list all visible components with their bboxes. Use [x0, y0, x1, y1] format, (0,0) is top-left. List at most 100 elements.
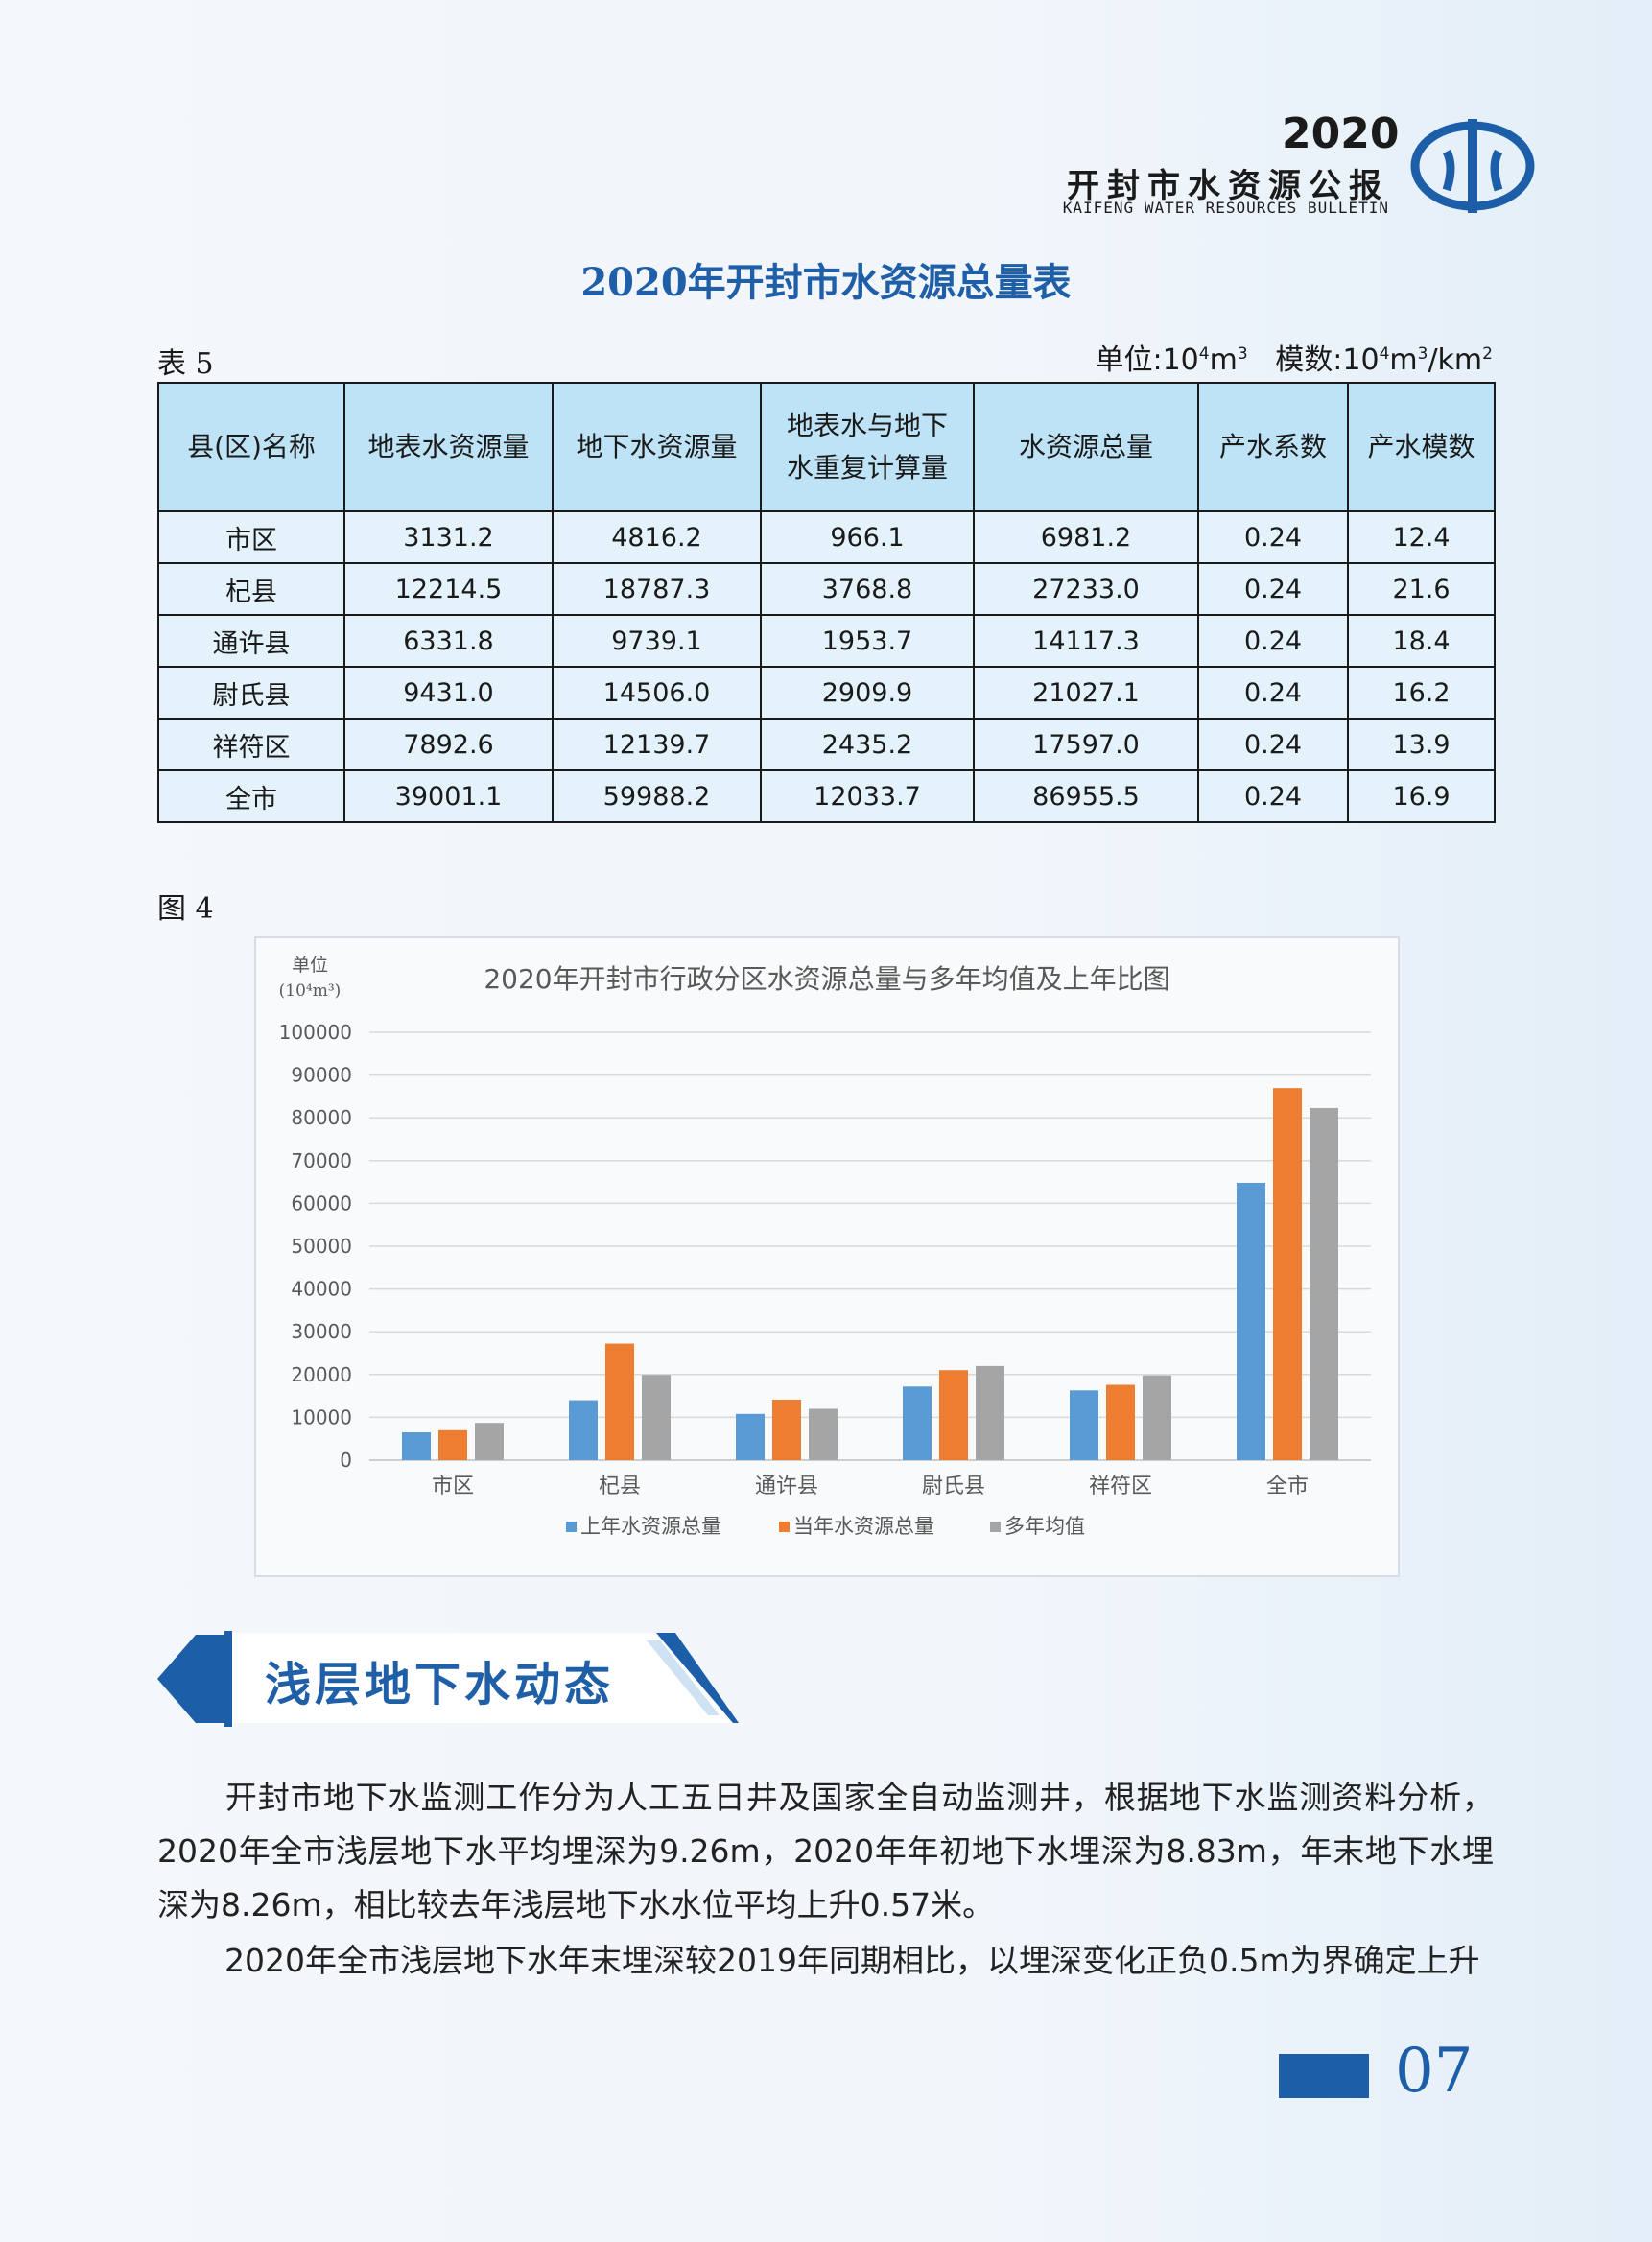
region-name-cell: 祥符区	[157, 718, 345, 771]
region-name-cell: 全市	[157, 769, 345, 823]
table-cell: 12214.5	[343, 562, 554, 616]
table-cell: 0.24	[1197, 614, 1349, 668]
water-resources-table: 县(区)名称 地表水资源量 地下水资源量 地表水与地下 水重复计算量 水资源总量 …	[157, 382, 1496, 823]
bar-2	[605, 1343, 634, 1460]
legend-label: 多年均值	[1004, 1515, 1085, 1538]
table-cell: 18787.3	[552, 562, 762, 616]
table-cell: 16.9	[1347, 769, 1496, 823]
x-tick-label: 全市	[1266, 1475, 1309, 1499]
bar-2	[939, 1370, 968, 1460]
table-header-cell: 地下水资源量	[552, 382, 762, 512]
table-cell: 14117.3	[973, 614, 1199, 668]
chart-title: 2020年开封市行政分区水资源总量与多年均值及上年比图	[484, 963, 1169, 995]
page-number: 07	[1395, 2036, 1474, 2107]
table-cell: 4816.2	[552, 510, 762, 564]
table-label: 表 5	[157, 347, 214, 381]
bar-1	[1237, 1182, 1265, 1460]
y-tick-label: 0	[340, 1449, 352, 1472]
bar-2	[772, 1400, 801, 1460]
table-header-cell: 产水模数	[1347, 382, 1496, 512]
bar-1	[903, 1386, 932, 1460]
y-tick-label: 70000	[291, 1149, 352, 1172]
bar-3	[1310, 1107, 1338, 1460]
y-tick-label: 60000	[291, 1192, 352, 1215]
x-tick-label: 杞县	[599, 1475, 641, 1499]
y-tick-label: 30000	[291, 1320, 352, 1343]
legend-swatch	[990, 1522, 1001, 1532]
table-cell: 0.24	[1197, 666, 1349, 720]
legend-swatch	[779, 1522, 790, 1532]
table-cell: 12.4	[1347, 510, 1496, 564]
table-cell: 7892.6	[343, 718, 554, 771]
x-tick-label: 通许县	[755, 1475, 818, 1499]
table-row: 全市 39001.1 59988.2 12033.7 86955.5 0.24 16.9	[157, 769, 1496, 823]
y-tick-label: 20000	[291, 1363, 352, 1386]
section-banner	[157, 1631, 739, 1727]
table-header-cell: 水资源总量	[973, 382, 1199, 512]
table-cell: 12139.7	[552, 718, 762, 771]
y-tick-label: 50000	[291, 1235, 352, 1258]
water-bureau-logo-icon	[1410, 119, 1535, 213]
legend-swatch	[566, 1522, 577, 1532]
table-units: 单位:104m3 模数:104m3/km2	[1095, 343, 1493, 377]
region-name-cell: 通许县	[157, 614, 345, 668]
table-cell: 3131.2	[343, 510, 554, 564]
bulletin-english-subtitle: KAIFENG WATER RESOURCES BULLETIN	[1062, 199, 1389, 217]
table-cell: 966.1	[760, 510, 975, 564]
region-name-cell: 杞县	[157, 562, 345, 616]
y-axis-unit: (10⁴m³)	[279, 981, 342, 1001]
table-cell: 14506.0	[552, 666, 762, 720]
table-header-cell: 县(区)名称	[157, 382, 345, 512]
bar-2	[1106, 1384, 1135, 1460]
table-cell: 21027.1	[973, 666, 1199, 720]
x-tick-label: 市区	[432, 1475, 474, 1499]
table-cell: 86955.5	[973, 769, 1199, 823]
bulletin-title: 开封市水资源公报	[1067, 167, 1389, 205]
region-name-cell: 尉氏县	[157, 666, 345, 720]
x-tick-label: 祥符区	[1089, 1475, 1152, 1499]
table-cell: 27233.0	[973, 562, 1199, 616]
chart-canvas: 2020年开封市行政分区水资源总量与多年均值及上年比图 单位 (10⁴m³) 0 100…	[279, 955, 1371, 1538]
table-cell: 0.24	[1197, 769, 1349, 823]
bar-3	[809, 1408, 838, 1460]
y-tick-label: 80000	[291, 1106, 352, 1129]
table-row: 通许县 6331.8 9739.1 1953.7 14117.3 0.24 18.4	[157, 614, 1496, 668]
table-cell: 6331.8	[343, 614, 554, 668]
body-paragraph: 2020年全市浅层地下水年末埋深较2019年同期相比，以埋深变化正负0.5m为界…	[224, 1942, 1480, 1979]
table-row: 杞县 12214.5 18787.3 3768.8 27233.0 0.24 21.6	[157, 562, 1496, 616]
y-tick-label: 90000	[291, 1064, 352, 1087]
table-cell: 9431.0	[343, 666, 554, 720]
y-tick-label: 100000	[279, 1021, 352, 1044]
legend-label: 当年水资源总量	[793, 1515, 934, 1538]
table-row: 祥符区 7892.6 12139.7 2435.2 17597.0 0.24 13.9	[157, 718, 1496, 771]
legend-label: 上年水资源总量	[580, 1515, 721, 1538]
bar-2	[438, 1429, 467, 1460]
table-cell: 2909.9	[760, 666, 975, 720]
table-cell: 0.24	[1197, 562, 1349, 616]
table-header-cell: 地表水与地下 水重复计算量	[760, 382, 975, 512]
x-tick-label: 尉氏县	[922, 1475, 985, 1499]
bar-chart: 2020年开封市行政分区水资源总量与多年均值及上年比图 单位 (10⁴m³) 0 100…	[254, 936, 1400, 1577]
table-cell: 3768.8	[760, 562, 975, 616]
section-title: 浅层地下水动态	[265, 1658, 615, 1711]
table-cell: 1953.7	[760, 614, 975, 668]
table-cell: 16.2	[1347, 666, 1496, 720]
body-paragraph: 开封市地下水监测工作分为人工五日井及国家全自动监测井，根据地下水监测资料分析，2…	[157, 1779, 1494, 1923]
region-name-cell: 市区	[157, 510, 345, 564]
table-header-row: 县(区)名称 地表水资源量 地下水资源量 地表水与地下 水重复计算量 水资源总量 …	[157, 382, 1496, 512]
table-cell: 59988.2	[552, 769, 762, 823]
table-title: 2020年开封市水资源总量表	[580, 260, 1072, 305]
table-cell: 12033.7	[760, 769, 975, 823]
bar-1	[736, 1413, 765, 1460]
y-tick-label: 40000	[291, 1278, 352, 1301]
table-cell: 6981.2	[973, 510, 1199, 564]
figure-label: 图 4	[157, 892, 214, 926]
bar-3	[1143, 1375, 1171, 1460]
table-cell: 13.9	[1347, 718, 1496, 771]
bar-2	[1273, 1088, 1302, 1460]
bar-1	[569, 1400, 598, 1460]
table-cell: 0.24	[1197, 718, 1349, 771]
table-cell: 9739.1	[552, 614, 762, 668]
table-header-cell: 产水系数	[1197, 382, 1349, 512]
table-cell: 17597.0	[973, 718, 1199, 771]
